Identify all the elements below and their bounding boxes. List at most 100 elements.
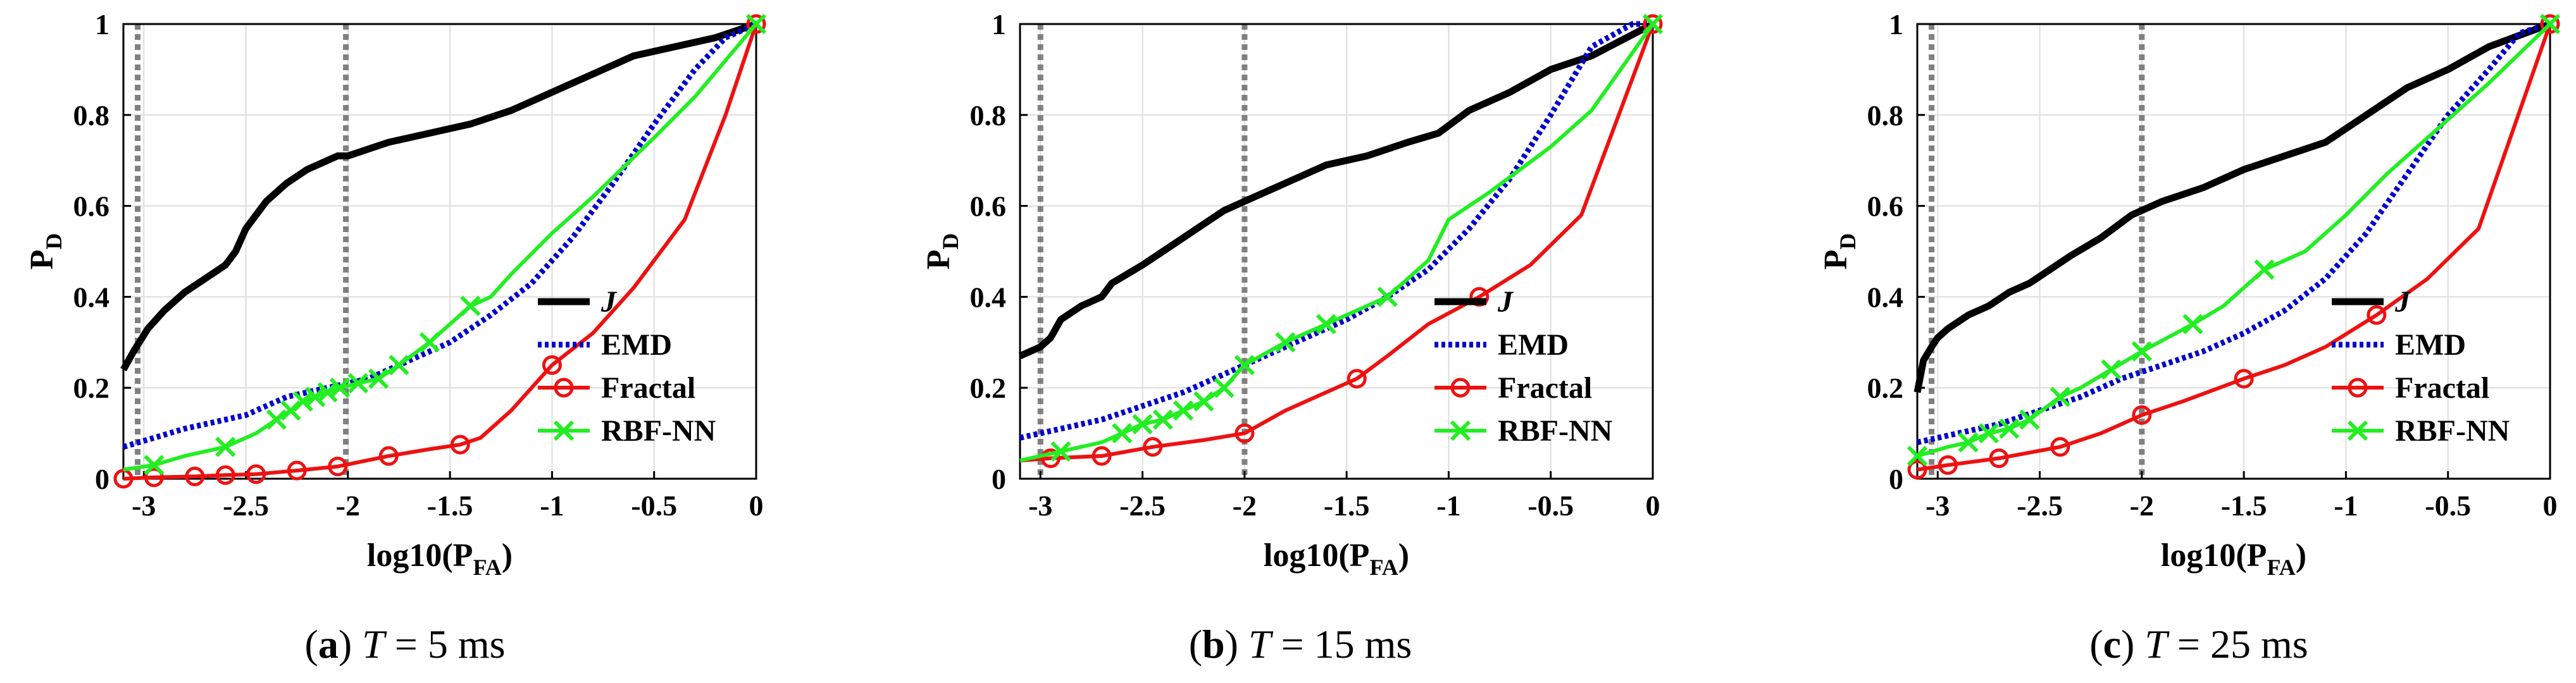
marker-x	[2101, 359, 2122, 380]
marker-x	[2254, 259, 2275, 280]
x-tick-label: -2	[336, 489, 360, 522]
marker-x	[1214, 378, 1235, 398]
marker-x	[215, 436, 236, 457]
caption-variable: T	[1248, 622, 1274, 667]
legend-label-rbf-nn: RBF-NN	[601, 414, 716, 448]
series-line-emd	[122, 21, 757, 450]
caption-value: = 25 ms	[2167, 622, 2308, 667]
x-tick-label: -2.5	[1119, 489, 1166, 522]
marker-x	[1152, 409, 1173, 430]
x-axis-label-main: log10(P	[367, 538, 473, 574]
marker-x	[2050, 386, 2070, 407]
marker-x	[2182, 314, 2203, 335]
caption-close: )	[339, 622, 362, 667]
y-tick-label: 0.2	[1867, 372, 1904, 404]
x-axis-label-end: )	[2296, 538, 2306, 574]
marker-x	[1316, 314, 1336, 335]
legend-marker-circle	[2348, 378, 2368, 398]
y-axis-label-sub: D	[1835, 233, 1860, 250]
caption-letter: c	[2103, 622, 2121, 667]
marker-circle	[185, 466, 205, 486]
x-axis-label: log10(PFA)	[1264, 538, 1409, 580]
marker-x	[1193, 391, 1214, 412]
marker-circle	[378, 446, 399, 466]
legend-marker-circle	[1450, 378, 1471, 398]
axes-box	[1019, 23, 1654, 480]
legend-label-fractal: Fractal	[2395, 371, 2489, 405]
x-tick-label: -1.5	[427, 489, 473, 522]
marker-circle	[144, 467, 164, 488]
chart-panel-b: -3 -2.5 -2 -1.5 -1 -0.5 0 0 0.2 0.4 0.6 0.8 1 log10(P…	[921, 8, 1664, 667]
marker-circle	[113, 469, 134, 489]
marker-x	[1112, 422, 1133, 444]
marker-x	[1999, 418, 2020, 440]
caption-open: (	[1189, 622, 1202, 667]
x-axis-label: log10(PFA)	[367, 538, 513, 580]
marker-circle	[287, 460, 307, 481]
x-tick-label: 0	[749, 489, 764, 522]
caption-open: (	[305, 622, 318, 667]
x-axis-label-sub: FA	[1369, 555, 1398, 580]
marker-x	[1132, 414, 1153, 434]
legend-label-fractal: Fractal	[601, 371, 695, 405]
y-tick-label: 0	[1889, 463, 1903, 495]
marker-x	[280, 400, 301, 421]
marker-circle	[2367, 305, 2387, 325]
marker-x	[292, 391, 313, 412]
y-tick-label: 0	[992, 463, 1006, 495]
x-tick-label: -0.5	[631, 489, 677, 522]
marker-circle	[328, 457, 348, 477]
y-axis-label-sub: D	[938, 233, 963, 250]
x-tick-label: 0	[1646, 489, 1660, 522]
y-tick-label: 0.2	[970, 372, 1007, 404]
y-tick-label: 1	[95, 8, 109, 40]
marker-x	[305, 386, 326, 407]
y-tick-label: 0	[95, 463, 109, 495]
x-tick-label: -2	[2130, 489, 2154, 522]
y-axis-label-main: P	[1818, 250, 1854, 270]
x-axis-label-main: log10(P	[1264, 538, 1370, 574]
caption-open: (	[2089, 622, 2103, 667]
y-tick-label: 0.8	[1867, 99, 1904, 132]
chart-panel-c: -3 -2.5 -2 -1.5 -1 -0.5 0 0 0.2 0.4 0.6 0.8 1 log10(P…	[1818, 8, 2561, 667]
marker-x	[2131, 341, 2152, 362]
x-tick-label: -3	[1926, 489, 1950, 522]
marker-x	[1377, 286, 1398, 307]
x-axis-label-end: )	[502, 538, 513, 574]
y-tick-label: 0.4	[1867, 281, 1904, 313]
y-axis-label: PD	[24, 233, 66, 270]
y-axis-label-main: P	[24, 250, 60, 270]
x-axis-label-main: log10(P	[2161, 538, 2267, 574]
marker-circle	[746, 14, 766, 34]
y-tick-label: 0.2	[73, 372, 110, 404]
figure-caption: (a) T = 5 ms	[305, 622, 506, 667]
y-tick-label: 0.4	[970, 281, 1007, 313]
chart-panel-a: -3 -2.5 -2 -1.5 -1 -0.5 0 0 0.2 0.4 0.6 0.8 1 log10(P…	[24, 8, 767, 667]
legend-marker-x	[2347, 420, 2368, 441]
marker-circle	[1347, 369, 1367, 389]
marker-circle	[542, 355, 562, 375]
x-tick-label: -1	[1436, 489, 1460, 522]
marker-circle	[215, 465, 235, 485]
legend-label-rbf-nn: RBF-NN	[1498, 414, 1613, 448]
axes-box	[122, 23, 757, 480]
marker-x	[1642, 13, 1664, 35]
marker-x	[368, 368, 389, 389]
marker-x	[1050, 441, 1071, 462]
marker-x	[1978, 422, 2000, 444]
x-axis-label: log10(PFA)	[2161, 538, 2306, 580]
legend: J EMD Fractal RBF-NN	[538, 285, 716, 448]
y-tick-label: 0.8	[73, 99, 110, 132]
marker-circle	[1235, 423, 1255, 443]
marker-circle	[2050, 437, 2070, 457]
marker-circle	[1092, 446, 1112, 466]
marker-circle	[1938, 455, 1958, 475]
marker-x	[317, 382, 338, 403]
legend-label-fractal: Fractal	[1498, 371, 1592, 405]
y-tick-label: 1	[992, 8, 1006, 40]
x-tick-label: 0	[2543, 489, 2558, 522]
marker-x	[144, 455, 165, 476]
axes-box	[1916, 23, 2551, 480]
legend-marker-x	[1450, 420, 1471, 441]
